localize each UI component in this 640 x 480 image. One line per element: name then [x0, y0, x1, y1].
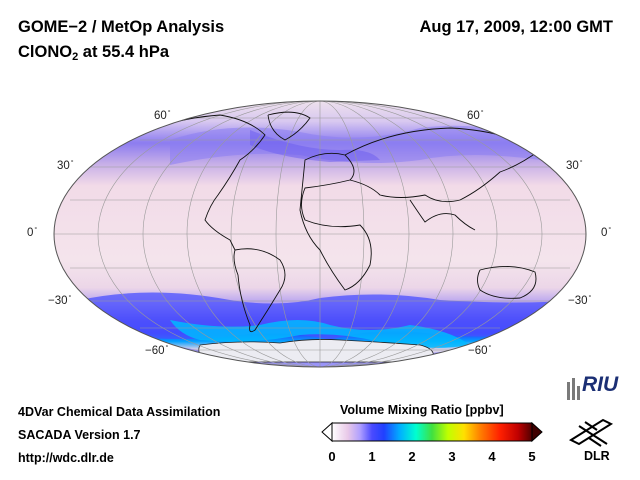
- lat-label-left-30: 30°: [57, 160, 74, 172]
- colorbar-tick-0: 0: [328, 449, 336, 464]
- colorbar-tick-1: 1: [368, 449, 376, 464]
- lat-label-left-minus60: −60°: [145, 345, 169, 357]
- colorbar-tick-5: 5: [528, 449, 536, 464]
- footer-line-2: SACADA Version 1.7: [18, 428, 141, 442]
- lat-label-left-60: 60°: [154, 110, 171, 122]
- lat-label-right-30: 30°: [566, 160, 583, 172]
- lat-label-left-0: 0°: [27, 227, 38, 239]
- lat-label-right-minus60: −60°: [468, 345, 492, 357]
- lat-label-right-minus30: −30°: [568, 295, 592, 307]
- colorbar: [321, 421, 543, 443]
- globe-outline: [53, 100, 587, 368]
- colorbar-gradient: [331, 422, 533, 442]
- coastlines: [149, 111, 541, 333]
- colorbar-min-arrow: [321, 421, 333, 443]
- lat-label-right-0: 0°: [601, 227, 612, 239]
- colorbar-tick-2: 2: [408, 449, 416, 464]
- riu-logo: RIU: [582, 373, 619, 396]
- dlr-logo-text: DLR: [584, 449, 610, 463]
- colorbar-title: Volume Mixing Ratio [ppbv]: [340, 403, 504, 417]
- colorbar-tick-4: 4: [488, 449, 496, 464]
- lat-label-right-60: 60°: [467, 110, 484, 122]
- map-title: GOME−2 / MetOp Analysis: [18, 18, 225, 36]
- dlr-logo-icon: [568, 418, 614, 447]
- footer-line-3: http://wdc.dlr.de: [18, 451, 114, 465]
- colorbar-tick-3: 3: [448, 449, 456, 464]
- species-subtitle: ClONO2 at 55.4 hPa: [18, 43, 170, 63]
- colorbar-max-arrow: [531, 421, 543, 443]
- analysis-datetime: Aug 17, 2009, 12:00 GMT: [419, 18, 614, 36]
- map-field: [54, 101, 586, 367]
- riu-logo-icon: [567, 378, 580, 400]
- footer-line-1: 4DVar Chemical Data Assimilation: [18, 405, 221, 419]
- lat-label-left-minus30: −30°: [48, 295, 72, 307]
- graticule: [54, 101, 586, 367]
